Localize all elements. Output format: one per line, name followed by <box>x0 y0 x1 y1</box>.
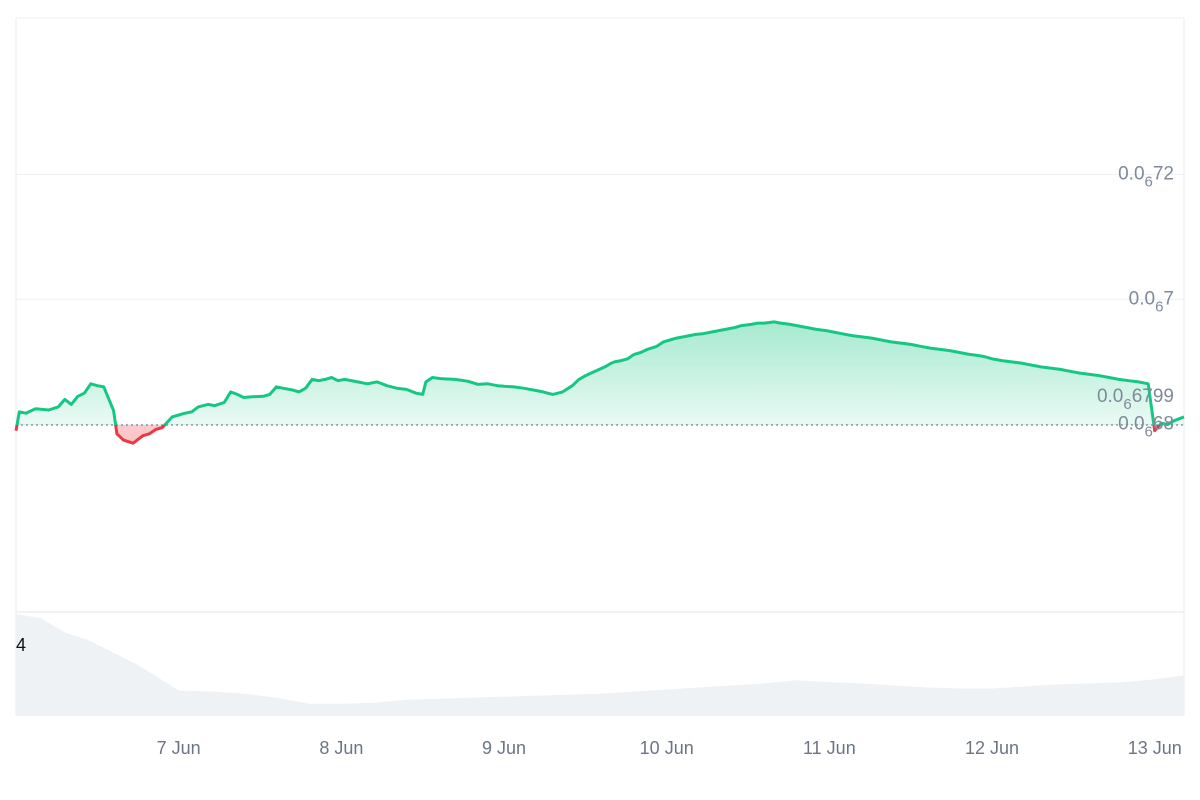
volume-scale-label: 4 <box>16 635 26 655</box>
x-tick-label: 11 Jun <box>803 738 856 758</box>
price-line-up <box>15 320 1185 426</box>
y-tick-label: 0.067 <box>1129 288 1174 315</box>
x-tick-label: 9 Jun <box>482 738 526 758</box>
y-tick-label: 0.0668 <box>1118 413 1174 440</box>
price-line <box>14 320 1185 445</box>
x-tick-label: 13 Jun <box>1128 738 1182 758</box>
x-axis-ticks: 7 Jun 8 Jun 9 Jun 10 Jun 11 Jun 12 Jun 13 Jun <box>157 738 1182 758</box>
volume-shape <box>16 614 1184 716</box>
x-tick-label: 7 Jun <box>157 738 201 758</box>
x-tick-label: 8 Jun <box>319 738 363 758</box>
y-tick-label: 0.0672 <box>1118 163 1174 190</box>
volume-area <box>16 614 1184 716</box>
baseline-label: 0.066799 <box>1097 386 1174 413</box>
area-above-baseline <box>16 321 1184 426</box>
x-tick-label: 10 Jun <box>640 738 694 758</box>
x-tick-label: 12 Jun <box>965 738 1019 758</box>
